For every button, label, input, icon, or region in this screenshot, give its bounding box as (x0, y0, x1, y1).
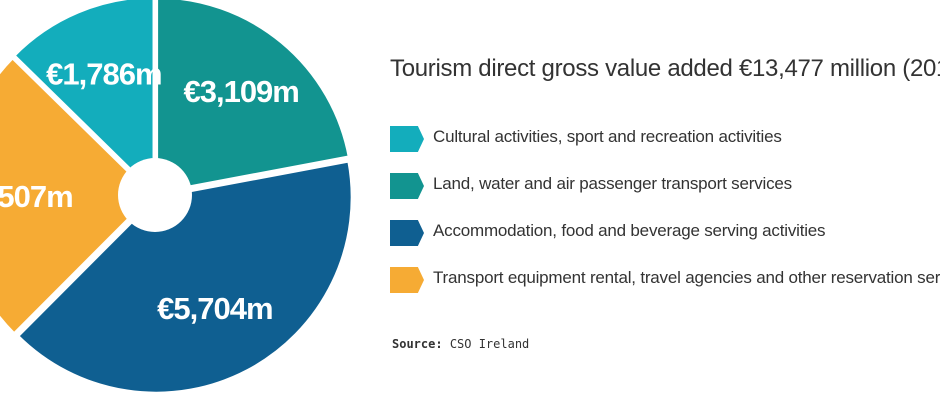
legend-label-cultural: Cultural activities, sport and recreatio… (433, 127, 782, 146)
pie-slice-travel-agencies (0, 56, 155, 336)
legend-label-transport-services: Land, water and air passenger transport … (433, 174, 792, 193)
chart-title: Tourism direct gross value added €13,477… (390, 55, 940, 82)
legend-label-accommodation: Accommodation, food and beverage serving… (433, 221, 826, 240)
source-label: Source: (392, 337, 443, 351)
slice-value-label-cultural: €1,786m (46, 56, 161, 91)
legend-swatch-cultural (390, 126, 424, 152)
legend-swatch-travel-agencies (390, 267, 424, 293)
slice-value-label-transport-services: €3,109m (183, 74, 298, 109)
legend-label-travel-agencies: Transport equipment rental, travel agenc… (433, 268, 940, 287)
legend-swatch-transport-services (390, 173, 424, 199)
slice-value-label-accommodation: €5,704m (157, 291, 272, 326)
slice-value-label-travel-agencies: €3,507m (0, 179, 73, 214)
source-note: Source: CSO Ireland (392, 337, 529, 351)
pie-slice-accommodation (16, 159, 354, 395)
pie-center-hole (118, 158, 192, 232)
source-text: CSO Ireland (449, 337, 530, 351)
pie-slice-transport-services (155, 0, 351, 195)
legend-swatch-accommodation (390, 220, 424, 246)
pie-slice-cultural (12, 0, 156, 195)
